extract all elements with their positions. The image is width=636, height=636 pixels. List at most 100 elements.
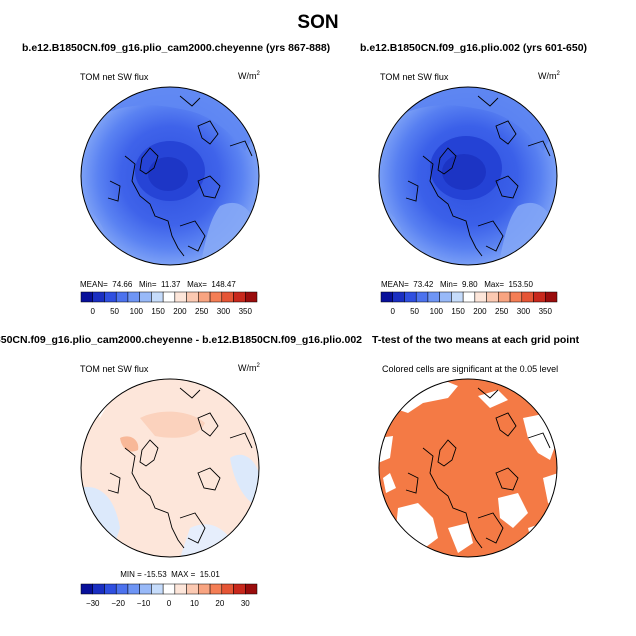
panel-4-title: T-test of the two means at each grid poi… bbox=[372, 334, 580, 346]
colorbar-tick-label: 300 bbox=[217, 307, 231, 316]
colorbar-swatch bbox=[209, 291, 223, 303]
colorbar-swatch bbox=[162, 583, 176, 595]
colorbar-tick-label: −30 bbox=[86, 599, 100, 608]
colorbar-swatch bbox=[486, 291, 499, 303]
colorbar-swatch bbox=[233, 583, 246, 595]
colorbar-swatch bbox=[521, 291, 534, 303]
panel-1-colorbar: 0 50 100 150 200 250 300 350 bbox=[80, 291, 258, 316]
figure-title: SON bbox=[297, 12, 339, 33]
panel-2-title: b.e12.B1850CN.f09_g16.plio.002 (yrs 601-… bbox=[360, 42, 588, 54]
colorbar-swatch bbox=[509, 291, 523, 303]
colorbar-swatch bbox=[80, 583, 93, 595]
colorbar-swatch bbox=[498, 291, 511, 303]
colorbar-swatch bbox=[151, 583, 164, 595]
colorbar-swatch bbox=[92, 291, 105, 303]
colorbar-swatch bbox=[427, 291, 440, 303]
colorbar-swatch bbox=[80, 291, 93, 303]
colorbar-swatch bbox=[545, 291, 558, 303]
panel-3-contour-band bbox=[230, 454, 259, 508]
colorbar-swatch bbox=[245, 291, 258, 303]
colorbar-swatch bbox=[474, 291, 487, 303]
colorbar-tick-label: 50 bbox=[410, 307, 419, 316]
colorbar-swatch bbox=[174, 583, 187, 595]
colorbar-swatch bbox=[245, 583, 258, 595]
panel-3-title-clip: B1850CN.f09_g16.plio_cam2000.cheyenne - … bbox=[0, 334, 372, 350]
panel-1-variable-label: TOM net SW flux bbox=[80, 72, 149, 82]
panel-1-polar-map bbox=[80, 86, 260, 266]
colorbar-tick-label: 200 bbox=[473, 307, 487, 316]
panel-1-map-boundary bbox=[80, 86, 260, 266]
colorbar-swatch bbox=[451, 291, 464, 303]
panel-3-colorbar: −30 −20 −10 0 10 20 30 bbox=[80, 583, 258, 608]
colorbar-tick-label: 0 bbox=[167, 599, 172, 608]
panel-3-polar-map bbox=[80, 378, 260, 558]
colorbar-tick-label: 250 bbox=[195, 307, 209, 316]
colorbar-tick-label: 350 bbox=[239, 307, 253, 316]
colorbar-swatch bbox=[533, 291, 546, 303]
colorbar-swatch bbox=[392, 291, 405, 303]
colorbar-tick-label: 200 bbox=[173, 307, 187, 316]
colorbar-tick-label: 150 bbox=[451, 307, 465, 316]
colorbar-swatch bbox=[186, 291, 199, 303]
panel-2-coastlines bbox=[405, 95, 551, 257]
colorbar-swatch bbox=[139, 583, 152, 595]
panel-4-polar-map bbox=[378, 378, 558, 558]
colorbar-tick-label: 20 bbox=[215, 599, 224, 608]
colorbar-tick-label: 100 bbox=[130, 307, 144, 316]
panel-2-stats: MEAN= 73.42 Min= 9.80 Max= 153.50 bbox=[381, 280, 533, 289]
panel-1-contour-band bbox=[148, 157, 188, 191]
colorbar-swatch bbox=[439, 291, 452, 303]
colorbar-swatch bbox=[151, 291, 164, 303]
colorbar-swatch bbox=[221, 583, 234, 595]
colorbar-tick-label: 350 bbox=[539, 307, 553, 316]
colorbar-tick-label: 150 bbox=[151, 307, 165, 316]
panel-2-colorbar: 0 50 100 150 200 250 300 350 bbox=[380, 291, 558, 316]
colorbar-tick-label: 10 bbox=[190, 599, 199, 608]
colorbar-swatch bbox=[380, 291, 393, 303]
colorbar-tick-label: −10 bbox=[137, 599, 151, 608]
colorbar-swatch bbox=[415, 291, 429, 303]
panel-2-polar-map bbox=[378, 86, 558, 266]
colorbar-swatch bbox=[198, 291, 211, 303]
colorbar-swatch bbox=[104, 291, 117, 303]
panel-3-variable-label: TOM net SW flux bbox=[80, 364, 149, 374]
colorbar-tick-label: 50 bbox=[110, 307, 119, 316]
colorbar-swatch bbox=[115, 583, 129, 595]
panel-1-coastlines bbox=[107, 95, 253, 257]
panel-3-units: W/m2 bbox=[238, 363, 260, 373]
panel-1-title: b.e12.B1850CN.f09_g16.plio_cam2000.cheye… bbox=[22, 42, 331, 54]
panel-1-stats: MEAN= 74.66 Min= 11.37 Max= 148.47 bbox=[80, 280, 236, 289]
panel-1-units: W/m2 bbox=[238, 71, 260, 81]
colorbar-swatch bbox=[174, 291, 187, 303]
panel-4-subtitle: Colored cells are significant at the 0.0… bbox=[382, 364, 559, 374]
panel-3-contour-band bbox=[120, 436, 139, 452]
colorbar-swatch bbox=[462, 291, 476, 303]
colorbar-swatch bbox=[233, 291, 246, 303]
panel-4-coastlines bbox=[405, 387, 551, 549]
panel-3-contour-band bbox=[140, 411, 205, 438]
colorbar-swatch bbox=[209, 583, 223, 595]
colorbar-swatch bbox=[115, 291, 129, 303]
colorbar-tick-label: 30 bbox=[241, 599, 250, 608]
colorbar-swatch bbox=[162, 291, 176, 303]
colorbar-swatch bbox=[127, 583, 140, 595]
colorbar-swatch bbox=[198, 583, 211, 595]
colorbar-tick-label: 300 bbox=[517, 307, 531, 316]
colorbar-swatch bbox=[127, 291, 140, 303]
panel-2-contour-band bbox=[379, 87, 557, 151]
colorbar-swatch bbox=[139, 291, 152, 303]
colorbar-swatch bbox=[221, 291, 234, 303]
panel-2-variable-label: TOM net SW flux bbox=[380, 72, 449, 82]
panel-3-stats: MIN = -15.53 MAX = 15.01 bbox=[120, 570, 220, 579]
panel-3-map-boundary bbox=[80, 378, 260, 558]
panel-4-map-boundary bbox=[378, 378, 558, 558]
colorbar-swatch bbox=[104, 583, 117, 595]
colorbar-swatch bbox=[404, 291, 417, 303]
colorbar-tick-label: 100 bbox=[430, 307, 444, 316]
colorbar-tick-label: 0 bbox=[91, 307, 96, 316]
panel-2-units: W/m2 bbox=[538, 71, 560, 81]
panel-2-contour-band bbox=[442, 154, 486, 190]
panel-3-title: B1850CN.f09_g16.plio_cam2000.cheyenne - … bbox=[0, 334, 362, 346]
colorbar-swatch bbox=[92, 583, 105, 595]
colorbar-swatch bbox=[186, 583, 199, 595]
